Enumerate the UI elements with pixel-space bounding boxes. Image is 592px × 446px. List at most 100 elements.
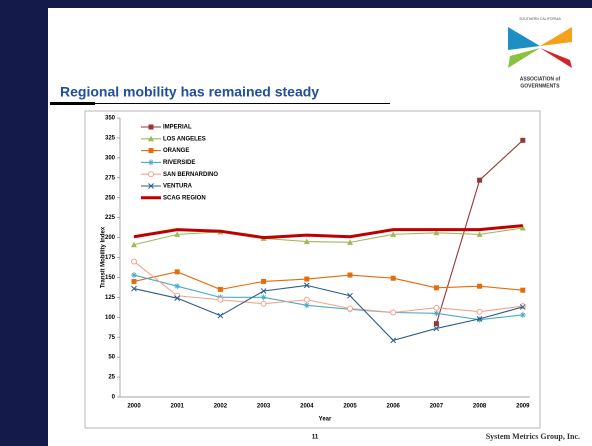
x-tick-label: 2001 [171, 404, 185, 410]
marker [433, 304, 440, 311]
series-line [133, 274, 523, 321]
marker [260, 288, 267, 294]
y-tick-label: 300 [105, 155, 116, 161]
marker [260, 294, 267, 301]
marker [131, 272, 137, 279]
marker [217, 312, 224, 319]
marker [476, 316, 483, 323]
series-line [133, 271, 523, 291]
legend-label: RIVERSIDE [163, 160, 195, 166]
marker [261, 278, 267, 284]
series [433, 137, 526, 327]
series-line [133, 227, 523, 246]
marker [433, 229, 440, 236]
page-number: 11 [312, 435, 319, 441]
slide-title: Regional mobility has remained steady [60, 84, 319, 100]
logo-shape [508, 27, 540, 50]
logo-text: SOUTHERN CALIFORNIA [519, 17, 561, 21]
y-tick-label: 50 [108, 355, 115, 361]
legend-marker [148, 124, 154, 130]
marker [174, 269, 180, 275]
marker [390, 309, 397, 316]
y-tick-label: 325 [105, 136, 116, 142]
marker [390, 337, 397, 344]
marker [131, 285, 137, 292]
logo-text: GOVERNMENTS [520, 83, 560, 89]
marker [519, 304, 526, 310]
series-line [133, 261, 523, 314]
marker [303, 302, 310, 309]
series [133, 224, 523, 240]
marker [217, 296, 224, 303]
y-tick-label: 350 [105, 116, 116, 122]
y-tick-label: 175 [105, 255, 116, 261]
y-tick-label: 225 [105, 215, 116, 221]
marker [519, 311, 526, 318]
x-tick-label: 2007 [430, 404, 444, 410]
x-tick-label: 2009 [516, 404, 530, 410]
series-line [133, 224, 523, 240]
x-tick-label: 2005 [343, 404, 357, 410]
series-line [133, 284, 523, 342]
marker [476, 316, 483, 322]
marker [174, 283, 181, 290]
top-bar [0, 0, 592, 8]
marker [476, 231, 483, 237]
marker [520, 287, 526, 293]
logo-shape [508, 48, 540, 68]
x-tick-label: 2000 [127, 404, 141, 410]
side-bar [0, 0, 48, 446]
marker [477, 177, 483, 183]
marker [520, 137, 526, 143]
marker [476, 308, 483, 315]
legend-label: ORANGE [163, 148, 189, 154]
y-tick-label: 275 [105, 175, 116, 181]
logo-text: ASSOCIATION of [520, 76, 561, 82]
legend-label: SAN BERNARDINO [163, 172, 218, 178]
footer: System Metrics Group, Inc. [486, 432, 580, 441]
y-tick-label: 250 [105, 195, 116, 201]
series [131, 282, 526, 344]
marker [217, 286, 223, 292]
marker [433, 285, 439, 291]
legend-label: SCAG REGION [163, 195, 206, 201]
marker [131, 258, 137, 265]
x-axis-title: Year [319, 417, 332, 423]
marker [304, 276, 310, 282]
legend-label: IMPERIAL [163, 125, 192, 131]
y-tick-label: 200 [105, 235, 116, 241]
marker [174, 231, 181, 237]
legend-marker [148, 148, 154, 154]
marker [303, 296, 310, 303]
x-tick-label: 2008 [473, 404, 487, 410]
series [131, 269, 526, 293]
legend-marker [148, 171, 154, 178]
legend-label: LOS ANGELES [163, 136, 206, 142]
x-tick-label: 2003 [257, 404, 271, 410]
y-axis-title: Transit Mobility Index [101, 226, 107, 288]
marker [303, 238, 310, 245]
marker [347, 239, 353, 245]
marker [347, 292, 353, 299]
series [131, 258, 526, 316]
y-tick-label: 125 [105, 295, 116, 301]
marker [131, 278, 137, 284]
legend-label: VENTURA [163, 184, 193, 190]
marker [433, 325, 440, 332]
title-rule [50, 102, 95, 105]
marker [131, 241, 137, 248]
legend-marker [148, 159, 154, 166]
logo-shape [540, 27, 572, 46]
marker [477, 283, 483, 289]
marker [390, 275, 396, 281]
marker [347, 305, 353, 312]
x-tick-label: 2004 [300, 404, 314, 410]
legend-marker [148, 183, 154, 189]
y-tick-label: 0 [112, 395, 116, 401]
logo: SOUTHERN CALIFORNIA ASSOCIATION of GOVER… [508, 17, 572, 89]
marker [433, 321, 439, 327]
marker [390, 231, 397, 237]
y-tick-label: 75 [108, 335, 115, 341]
x-tick-label: 2006 [387, 404, 401, 410]
